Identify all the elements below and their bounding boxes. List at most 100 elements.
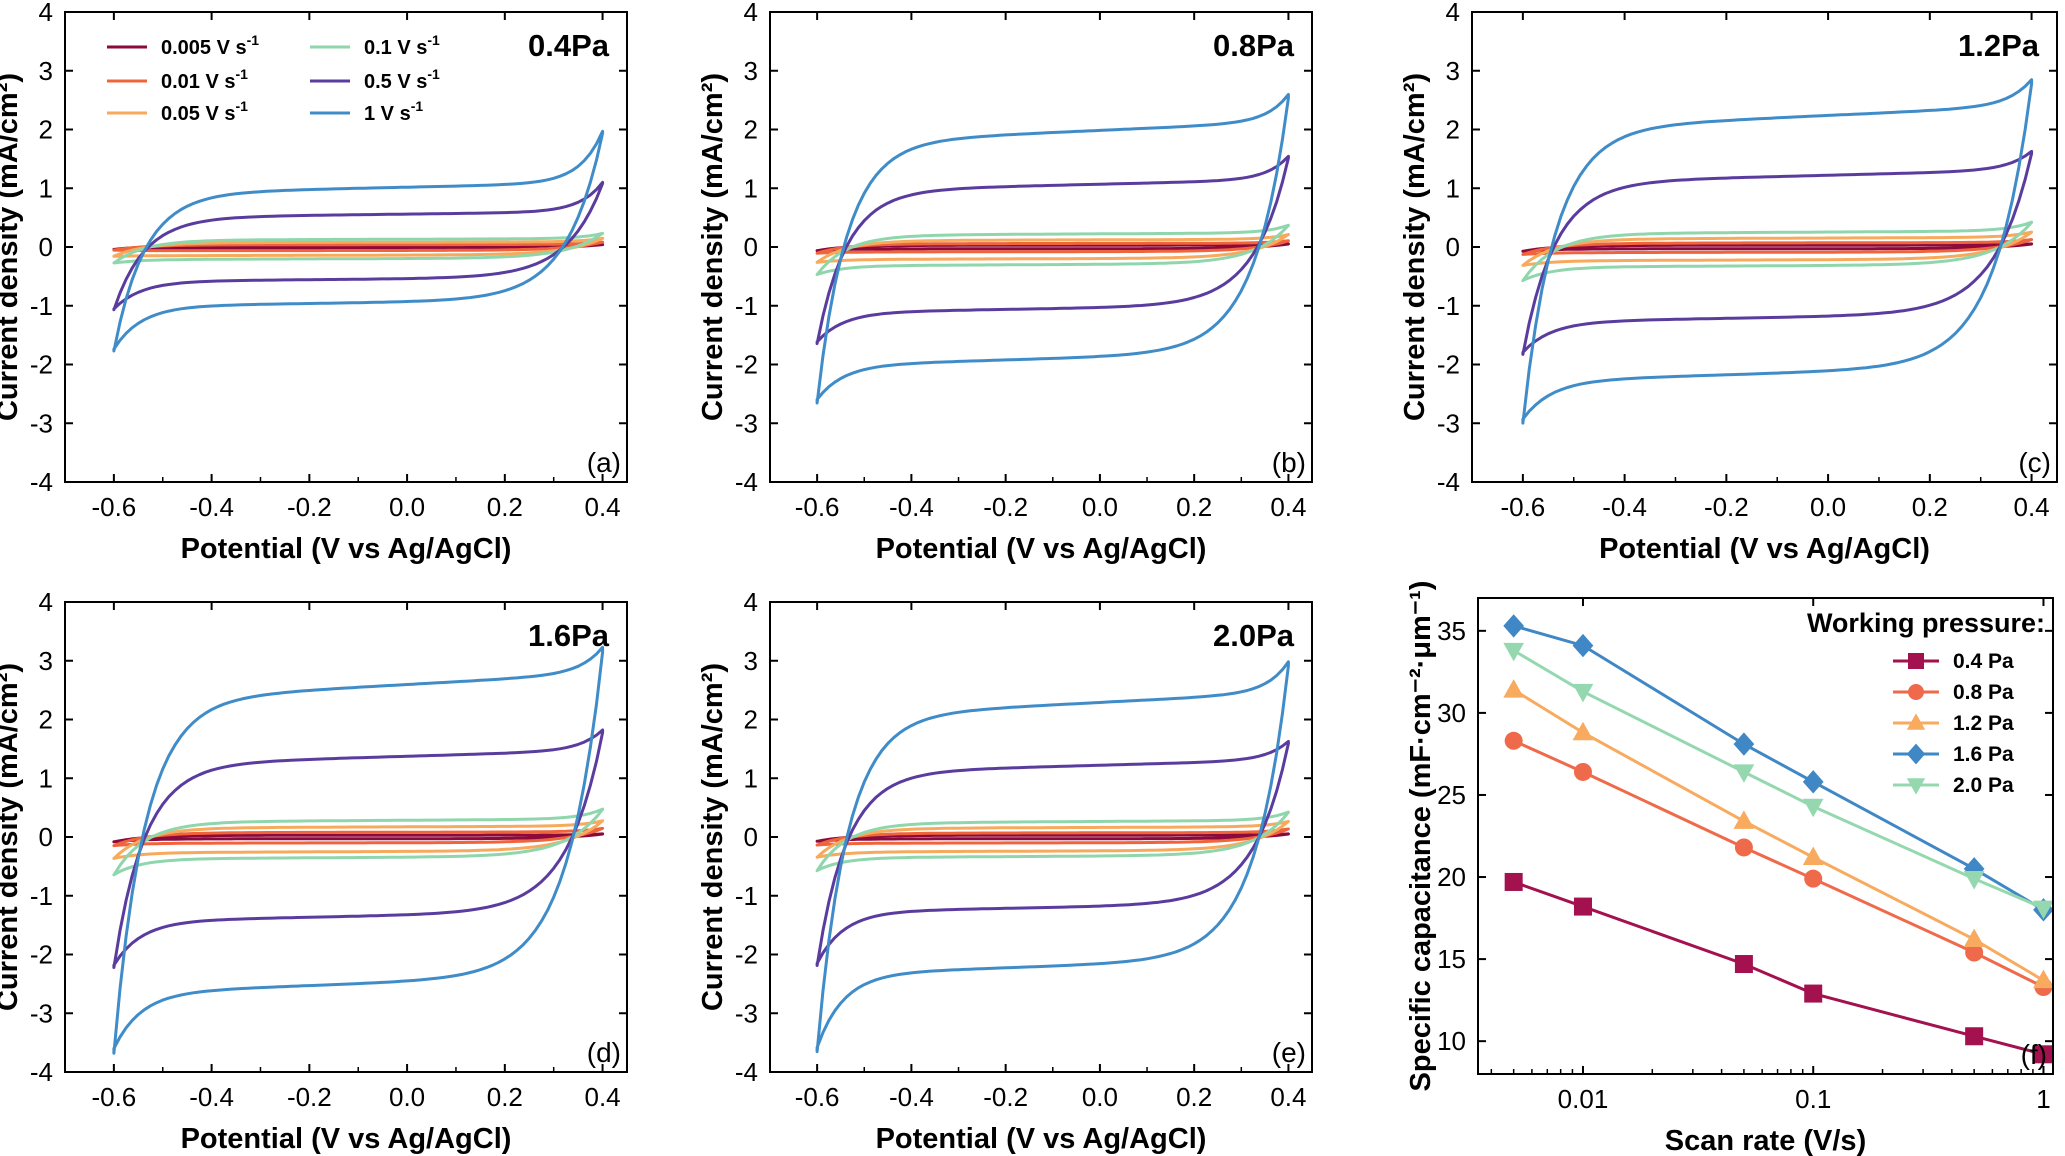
y-tick-label: 1	[744, 173, 758, 203]
cv-curve-c-5	[1521, 78, 2034, 425]
y-tick-label: 2	[744, 115, 758, 145]
marker-0-3	[1804, 984, 1823, 1003]
x-tick-label: 0.1	[1795, 1084, 1831, 1114]
x-tick-label: 1	[2036, 1084, 2050, 1114]
legend-label-5: 1 V s-1	[364, 98, 423, 125]
x-tick-label: -0.4	[889, 492, 934, 522]
x-axis-title: Scan rate (V/s)	[1665, 1125, 1866, 1156]
capacitance-line-2	[1512, 688, 2045, 982]
legend-marker-f-3	[1906, 743, 1926, 765]
y-tick-label: 0	[744, 232, 758, 262]
legend-label-1: 0.01 V s-1	[161, 66, 248, 93]
y-tick-label: -4	[1437, 467, 1460, 497]
cv-curve-b-2	[815, 233, 1290, 264]
y-tick-label: -1	[735, 881, 758, 911]
y-tick-label: -4	[30, 467, 53, 497]
x-tick-label: -0.6	[1500, 492, 1545, 522]
panel-label: (c)	[2018, 447, 2051, 478]
y-tick-label: 3	[39, 56, 53, 86]
y-tick-label: 4	[39, 587, 53, 617]
cv-curve-e-5	[815, 660, 1290, 1054]
y-tick-label: 3	[1446, 56, 1460, 86]
y-tick-label: 1	[39, 173, 53, 203]
cv-curve-c-0	[1521, 242, 2034, 253]
y-tick-label: 1	[1446, 173, 1460, 203]
y-tick-label: -2	[1437, 350, 1460, 380]
x-tick-label: 0.2	[487, 492, 523, 522]
x-tick-label: -0.4	[189, 492, 234, 522]
x-tick-label: -0.6	[795, 1082, 840, 1112]
cv-curve-d-1	[112, 826, 605, 848]
y-tick-label: 3	[744, 56, 758, 86]
y-tick-label: -3	[735, 408, 758, 438]
y-tick-label: -1	[30, 291, 53, 321]
cv-curve-e-4	[815, 739, 1290, 967]
cv-curve-d-4	[112, 728, 605, 969]
cv-curve-d-0	[112, 832, 605, 844]
cv-curve-e-2	[815, 820, 1290, 859]
x-tick-label: 0.01	[1558, 1084, 1609, 1114]
x-axis-title: Potential (V vs Ag/AgCl)	[876, 533, 1207, 565]
cv-curve-e-1	[815, 827, 1290, 847]
marker-2-4	[1963, 928, 1985, 948]
legend-label-f-4: 2.0 Pa	[1953, 774, 2014, 797]
y-axis-title: Current density (mA/cm²)	[1399, 73, 1431, 421]
panel-label: (e)	[1272, 1037, 1306, 1068]
y-tick-label: 3	[39, 646, 53, 676]
y-tick-label: -2	[30, 350, 53, 380]
y-tick-label: 30	[1437, 698, 1466, 728]
y-tick-label: 0	[39, 822, 53, 852]
y-tick-label: -4	[735, 1057, 758, 1087]
legend-title: Working pressure:	[1807, 608, 2045, 638]
marker-1-4	[1965, 943, 1984, 962]
marker-4-3	[1802, 798, 1824, 818]
y-tick-label: 1	[39, 763, 53, 793]
legend-marker-f-2	[1906, 713, 1926, 730]
x-axis-title: Potential (V vs Ag/AgCl)	[1599, 533, 1930, 565]
capacitance-line-3	[1513, 624, 2045, 912]
x-axis-title: Potential (V vs Ag/AgCl)	[181, 1123, 512, 1155]
x-tick-label: -0.4	[189, 1082, 234, 1112]
cv-curve-e-3	[815, 810, 1290, 873]
y-tick-label: 4	[744, 587, 758, 617]
cv-curve-e-0	[815, 832, 1290, 843]
x-tick-label: -0.6	[91, 1082, 136, 1112]
x-tick-label: -0.2	[1704, 492, 1749, 522]
cv-curve-c-3	[1521, 220, 2034, 283]
marker-3-1	[1572, 633, 1594, 658]
capacitance-line-4	[1512, 649, 2045, 910]
x-tick-label: 0.0	[1082, 1082, 1118, 1112]
panel-title: 1.2Pa	[1958, 28, 2040, 63]
x-tick-label: 0.0	[1810, 492, 1846, 522]
y-tick-label: 0	[39, 232, 53, 262]
y-tick-label: 10	[1437, 1026, 1466, 1056]
x-axis-title: Potential (V vs Ag/AgCl)	[181, 533, 512, 565]
y-tick-label: -4	[735, 467, 758, 497]
legend-marker-f-1	[1908, 684, 1924, 700]
panel-label: (d)	[587, 1037, 621, 1068]
cv-curve-c-2	[1521, 230, 2034, 267]
axes-frame-f	[1477, 597, 2054, 1075]
panel-label: (a)	[587, 447, 621, 478]
marker-2-3	[1802, 846, 1824, 865]
marker-3-0	[1503, 614, 1525, 638]
y-tick-label: 4	[39, 0, 53, 27]
cv-curve-d-2	[112, 819, 605, 860]
cv-curve-d-3	[112, 807, 605, 877]
y-tick-label: -2	[30, 940, 53, 970]
legend-label-0: 0.005 V s-1	[161, 32, 259, 59]
x-tick-label: 0.2	[1176, 1082, 1212, 1112]
x-tick-label: 0.0	[1082, 492, 1118, 522]
y-axis-title: Current density (mA/cm²)	[697, 663, 729, 1011]
x-tick-label: -0.2	[287, 1082, 332, 1112]
x-tick-label: 0.4	[2013, 492, 2049, 522]
y-tick-label: 20	[1437, 862, 1466, 892]
y-tick-label: 2	[744, 705, 758, 735]
y-tick-label: 4	[1446, 0, 1460, 27]
legend-label-2: 0.05 V s-1	[161, 98, 248, 125]
y-tick-label: -1	[1437, 291, 1460, 321]
cv-curve-b-3	[815, 223, 1290, 277]
x-tick-label: -0.4	[1602, 492, 1647, 522]
x-tick-label: -0.6	[795, 492, 840, 522]
